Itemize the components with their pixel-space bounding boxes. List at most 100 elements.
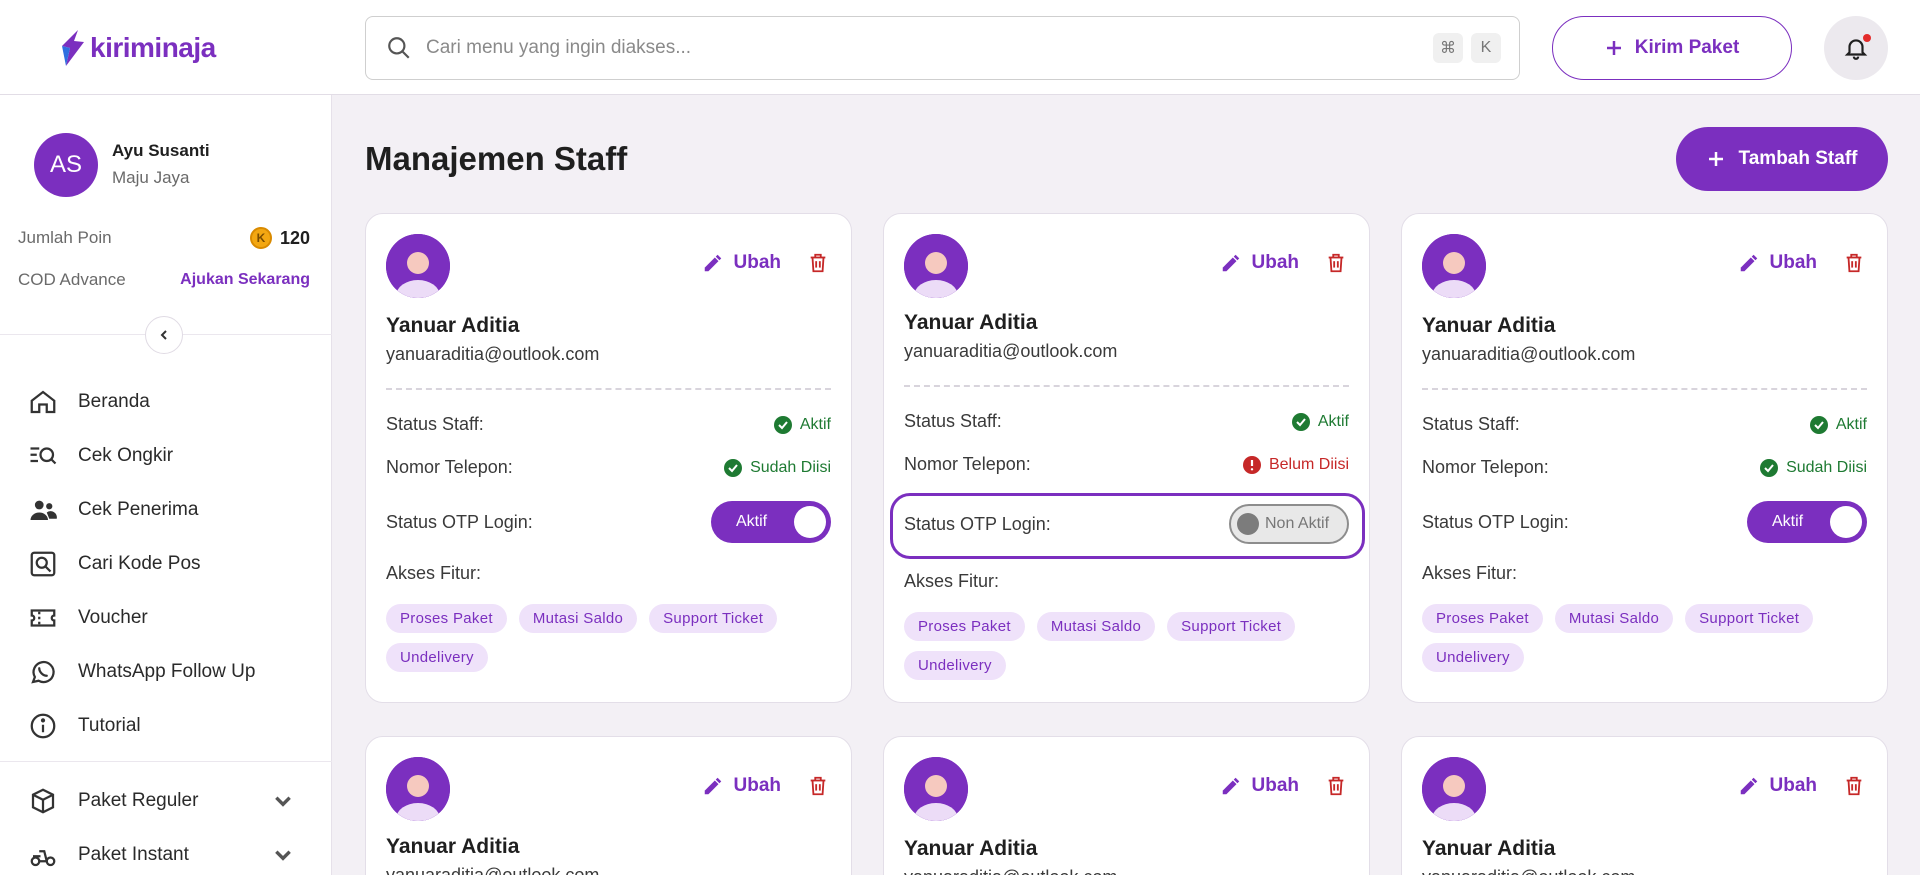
status-badge: Aktif	[1291, 412, 1349, 431]
page-title: Manajemen Staff	[365, 140, 628, 177]
staff-card: Ubah Yanuar Aditia yanuaraditia@outlook.…	[365, 213, 852, 703]
trash-icon[interactable]	[807, 775, 829, 797]
staff-avatar	[1422, 234, 1486, 298]
collapse-sidebar-button[interactable]	[145, 316, 183, 354]
staff-card: Ubah Yanuar Aditia yanuaraditia@outlook.…	[1401, 736, 1888, 875]
edit-staff-button[interactable]: Ubah	[1738, 252, 1817, 274]
map-search-icon	[30, 551, 56, 577]
status-staff-row: Status Staff: Aktif	[904, 411, 1349, 432]
sidebar-item-whatsapp-follow-up[interactable]: WhatsApp Follow Up	[28, 652, 298, 692]
edit-staff-button[interactable]: Ubah	[702, 775, 781, 797]
sidebar: AS Ayu Susanti Maju Jaya Jumlah Poin K 1…	[0, 95, 332, 875]
otp-row-highlight	[890, 493, 1365, 559]
trash-icon[interactable]	[1843, 775, 1865, 797]
trash-icon[interactable]	[1843, 252, 1865, 274]
staff-avatar	[904, 757, 968, 821]
edit-label: Ubah	[1251, 775, 1300, 796]
cod-row: COD Advance Ajukan Sekarang	[18, 270, 310, 290]
staff-name: Yanuar Aditia	[386, 314, 520, 337]
staff-card: Ubah Yanuar Aditia yanuaraditia@outlook.…	[883, 213, 1370, 703]
otp-row: Status OTP Login: Aktif	[386, 501, 831, 543]
check-circle-icon	[724, 458, 743, 477]
staff-card: Ubah Yanuar Aditia yanuaraditia@outlook.…	[883, 736, 1370, 875]
feature-tag: Undelivery	[1422, 643, 1524, 672]
shortcut-key-cmd: ⌘	[1433, 33, 1463, 63]
search-list-icon	[30, 447, 57, 465]
sidebar-item-cek-ongkir[interactable]: Cek Ongkir	[28, 436, 298, 476]
bell-icon	[1844, 39, 1868, 60]
brand-name: kiriminaja	[90, 32, 216, 63]
check-circle-icon	[1760, 458, 1779, 477]
kirim-paket-button[interactable]: Kirim Paket	[1552, 16, 1792, 80]
plus-icon	[1606, 41, 1621, 55]
access-label: Akses Fitur:	[1422, 563, 1518, 583]
sidebar-item-label: Cek Ongkir	[78, 445, 174, 466]
scooter-icon	[30, 850, 56, 867]
staff-name: Yanuar Aditia	[904, 311, 1038, 334]
sidebar-item-paket-instant[interactable]: Paket Instant	[28, 835, 298, 875]
access-row: Akses Fitur:	[386, 563, 831, 584]
sidebar-item-voucher[interactable]: Voucher	[28, 598, 298, 638]
chevron-down-icon	[275, 850, 291, 861]
sidebar-item-beranda[interactable]: Beranda	[28, 382, 298, 422]
poin-value: 120	[279, 227, 310, 248]
staff-name: Yanuar Aditia	[904, 837, 1038, 860]
otp-toggle[interactable]: Non Aktif	[1229, 504, 1349, 544]
feature-tag: Support Ticket	[649, 604, 778, 633]
edit-staff-button[interactable]: Ubah	[1220, 775, 1300, 797]
status-badge: Aktif	[773, 415, 831, 434]
pencil-icon	[1222, 777, 1239, 795]
sidebar-item-tutorial[interactable]: Tutorial	[28, 706, 298, 746]
status-staff-row: Status Staff: Aktif	[386, 414, 831, 435]
staff-avatar	[1422, 757, 1486, 821]
otp-row: Status OTP Login: Non Aktif	[904, 504, 1349, 544]
feature-tag: Proses Paket	[904, 612, 1025, 641]
sidebar-item-cari-kode-pos[interactable]: Cari Kode Pos	[28, 544, 298, 584]
staff-avatar	[386, 234, 450, 298]
feature-tag: Mutasi Saldo	[1554, 604, 1674, 633]
feature-tag: Support Ticket	[1167, 612, 1296, 641]
status-staff-label: Status Staff:	[1422, 414, 1520, 434]
trash-icon[interactable]	[807, 252, 829, 274]
edit-staff-button[interactable]: Ubah	[1220, 252, 1299, 274]
pencil-icon	[704, 777, 721, 795]
edit-staff-button[interactable]: Ubah	[1738, 775, 1817, 797]
phone-label: Nomor Telepon:	[904, 454, 1031, 474]
otp-label: Status OTP Login:	[386, 511, 533, 532]
otp-toggle[interactable]: Aktif	[711, 501, 831, 543]
status-staff-row: Status Staff: Aktif	[1422, 414, 1867, 435]
poin-row: Jumlah Poin K 120	[18, 227, 310, 249]
notification-button[interactable]	[1824, 16, 1888, 80]
staff-email: yanuaraditia@outlook.com	[1422, 867, 1635, 875]
sidebar-item-label: Paket Reguler	[78, 790, 199, 811]
edit-staff-button[interactable]: Ubah	[702, 252, 781, 274]
phone-row: Nomor Telepon: Sudah Diisi	[386, 457, 831, 478]
staff-email: yanuaraditia@outlook.com	[904, 341, 1118, 361]
sidebar-item-cek-penerima[interactable]: Cek Penerima	[28, 490, 298, 530]
users-icon	[30, 500, 57, 520]
shortcut-key-k: K	[1471, 33, 1501, 63]
cod-label: COD Advance	[18, 270, 126, 289]
brand-logo[interactable]: kiriminaja	[56, 28, 216, 68]
sidebar-item-paket-reguler[interactable]: Paket Reguler	[28, 781, 298, 821]
tambah-staff-button[interactable]: Tambah Staff	[1676, 127, 1888, 191]
pencil-icon	[1740, 254, 1757, 272]
user-avatar[interactable]: AS	[34, 133, 98, 197]
top-bar: kiriminaja Cari menu yang ingin diakses.…	[0, 0, 1920, 95]
feature-tag: Undelivery	[904, 651, 1006, 680]
info-icon	[30, 713, 56, 739]
pencil-icon	[1222, 254, 1239, 272]
phone-label: Nomor Telepon:	[386, 457, 513, 477]
divider	[904, 385, 1349, 387]
search-input[interactable]: Cari menu yang ingin diakses... ⌘ K	[365, 16, 1520, 80]
trash-icon[interactable]	[1325, 775, 1347, 797]
trash-icon[interactable]	[1325, 252, 1347, 274]
ajukan-sekarang-link[interactable]: Ajukan Sekarang	[180, 271, 310, 288]
status-staff-label: Status Staff:	[904, 411, 1002, 431]
coin-icon: K	[249, 227, 272, 249]
staff-card: Ubah Yanuar Aditia yanuaraditia@outlook.…	[1401, 213, 1888, 703]
otp-toggle[interactable]: Aktif	[1747, 501, 1867, 543]
staff-email: yanuaraditia@outlook.com	[386, 865, 600, 875]
feature-tag: Mutasi Saldo	[518, 604, 638, 633]
sidebar-item-label: Voucher	[78, 607, 148, 628]
